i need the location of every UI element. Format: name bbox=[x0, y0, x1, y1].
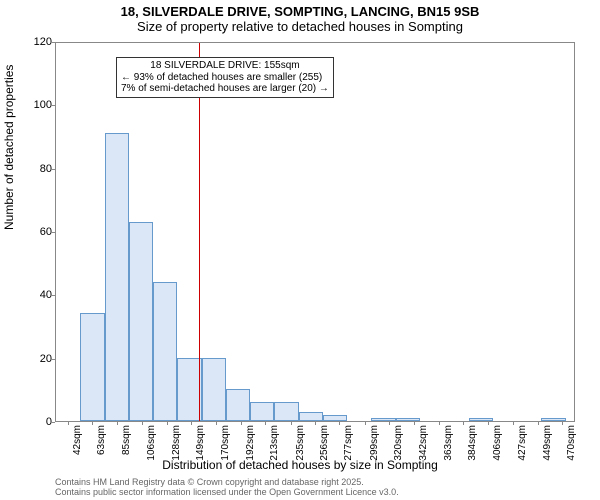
y-tick-mark bbox=[50, 359, 55, 360]
x-tick-label: 384sqm bbox=[467, 425, 478, 461]
x-tick-mark bbox=[488, 421, 489, 425]
x-tick-label: 63sqm bbox=[96, 425, 107, 455]
histogram-bar bbox=[274, 402, 298, 421]
x-tick-mark bbox=[513, 421, 514, 425]
x-tick-label: 42sqm bbox=[72, 425, 83, 455]
x-tick-mark bbox=[562, 421, 563, 425]
x-tick-label: 256sqm bbox=[319, 425, 330, 461]
x-tick-mark bbox=[241, 421, 242, 425]
annot-line-1: 18 SILVERDALE DRIVE: 155sqm bbox=[121, 60, 329, 72]
x-tick-mark bbox=[414, 421, 415, 425]
x-tick-mark bbox=[92, 421, 93, 425]
histogram-bar bbox=[153, 282, 177, 421]
x-axis-label: Distribution of detached houses by size … bbox=[0, 458, 600, 472]
x-tick-label: 149sqm bbox=[195, 425, 206, 461]
plot-area: 18 SILVERDALE DRIVE: 155sqm← 93% of deta… bbox=[55, 42, 575, 422]
x-tick-mark bbox=[439, 421, 440, 425]
x-tick-label: 85sqm bbox=[121, 425, 132, 455]
histogram-bar bbox=[396, 418, 420, 421]
x-tick-mark bbox=[167, 421, 168, 425]
histogram-bar bbox=[323, 415, 347, 421]
credit-line-1: Contains HM Land Registry data © Crown c… bbox=[55, 477, 364, 487]
annot-line-2: ← 93% of detached houses are smaller (25… bbox=[121, 72, 329, 84]
x-tick-label: 342sqm bbox=[418, 425, 429, 461]
x-tick-label: 192sqm bbox=[245, 425, 256, 461]
x-tick-mark bbox=[291, 421, 292, 425]
title-line-2: Size of property relative to detached ho… bbox=[0, 19, 600, 34]
histogram-bar bbox=[371, 418, 395, 421]
histogram-bar bbox=[299, 412, 323, 422]
x-tick-label: 449sqm bbox=[542, 425, 553, 461]
chart-container: 18, SILVERDALE DRIVE, SOMPTING, LANCING,… bbox=[0, 0, 600, 500]
x-tick-mark bbox=[315, 421, 316, 425]
y-tick-mark bbox=[50, 42, 55, 43]
x-tick-mark bbox=[142, 421, 143, 425]
annotation-box: 18 SILVERDALE DRIVE: 155sqm← 93% of deta… bbox=[116, 57, 334, 98]
y-tick-mark bbox=[50, 105, 55, 106]
y-tick-mark bbox=[50, 422, 55, 423]
y-tick-mark bbox=[50, 232, 55, 233]
x-tick-mark bbox=[216, 421, 217, 425]
histogram-bar bbox=[250, 402, 274, 421]
x-tick-mark bbox=[265, 421, 266, 425]
x-tick-label: 277sqm bbox=[343, 425, 354, 461]
x-tick-label: 170sqm bbox=[220, 425, 231, 461]
x-tick-label: 470sqm bbox=[566, 425, 577, 461]
y-axis-label: Number of detached properties bbox=[2, 65, 16, 230]
x-tick-label: 213sqm bbox=[269, 425, 280, 461]
credit-line-2: Contains public sector information licen… bbox=[55, 487, 399, 497]
histogram-bar bbox=[129, 222, 153, 422]
marker-line bbox=[199, 43, 200, 421]
x-tick-mark bbox=[191, 421, 192, 425]
histogram-bar bbox=[202, 358, 226, 421]
x-tick-label: 128sqm bbox=[171, 425, 182, 461]
x-tick-mark bbox=[68, 421, 69, 425]
x-tick-mark bbox=[389, 421, 390, 425]
x-tick-mark bbox=[538, 421, 539, 425]
annot-line-3: 7% of semi-detached houses are larger (2… bbox=[121, 83, 329, 95]
y-tick-mark bbox=[50, 169, 55, 170]
x-tick-mark bbox=[463, 421, 464, 425]
histogram-bar bbox=[226, 389, 250, 421]
histogram-bar bbox=[80, 313, 104, 421]
title-line-1: 18, SILVERDALE DRIVE, SOMPTING, LANCING,… bbox=[0, 0, 600, 19]
x-tick-label: 427sqm bbox=[517, 425, 528, 461]
x-tick-label: 299sqm bbox=[369, 425, 380, 461]
x-tick-label: 363sqm bbox=[443, 425, 454, 461]
histogram-bar bbox=[105, 133, 129, 421]
x-tick-label: 106sqm bbox=[146, 425, 157, 461]
x-tick-label: 320sqm bbox=[393, 425, 404, 461]
credit-text: Contains HM Land Registry data © Crown c… bbox=[55, 478, 399, 498]
x-tick-label: 406sqm bbox=[492, 425, 503, 461]
x-tick-mark bbox=[339, 421, 340, 425]
y-tick-mark bbox=[50, 295, 55, 296]
x-tick-mark bbox=[365, 421, 366, 425]
x-tick-label: 235sqm bbox=[295, 425, 306, 461]
x-tick-mark bbox=[117, 421, 118, 425]
histogram-bar bbox=[177, 358, 201, 421]
